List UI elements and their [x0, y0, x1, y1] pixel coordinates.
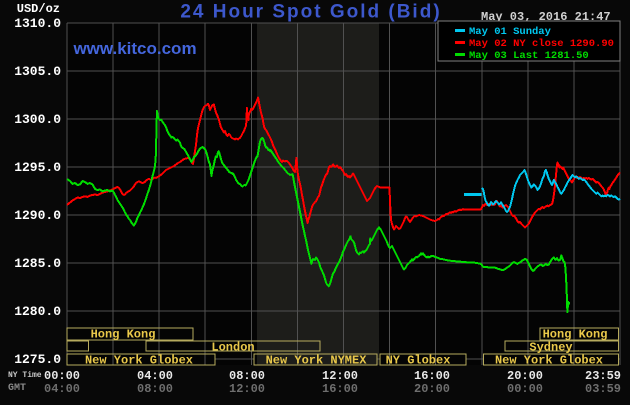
svg-text:03:59: 03:59	[585, 382, 621, 396]
svg-text:16:00: 16:00	[322, 382, 358, 396]
svg-text:1300.0: 1300.0	[14, 112, 61, 127]
svg-text:USD/oz: USD/oz	[17, 2, 60, 16]
svg-text:24 Hour Spot Gold (Bid): 24 Hour Spot Gold (Bid)	[180, 2, 441, 23]
svg-text:May 03 Last 1281.50: May 03 Last 1281.50	[469, 50, 589, 62]
svg-text:1310.0: 1310.0	[14, 16, 61, 31]
svg-text:23:59: 23:59	[585, 369, 621, 383]
svg-text:16:00: 16:00	[414, 369, 450, 383]
svg-text:1280.0: 1280.0	[14, 304, 61, 319]
svg-text:08:00: 08:00	[137, 382, 173, 396]
svg-text:20:00: 20:00	[507, 369, 543, 383]
svg-text:1285.0: 1285.0	[14, 256, 61, 271]
svg-text:New York Globex: New York Globex	[85, 354, 193, 368]
svg-text:GMT: GMT	[8, 383, 26, 394]
svg-text:20:00: 20:00	[414, 382, 450, 396]
svg-text:Hong Kong: Hong Kong	[91, 328, 156, 342]
svg-text:Sydney: Sydney	[529, 341, 572, 355]
svg-text:New York Globex: New York Globex	[495, 354, 603, 368]
svg-text:New York NYMEX: New York NYMEX	[266, 354, 368, 368]
svg-text:NY Time: NY Time	[8, 371, 42, 380]
svg-text:08:00: 08:00	[229, 369, 265, 383]
svg-text:www.kitco.com: www.kitco.com	[72, 39, 196, 58]
svg-text:04:00: 04:00	[44, 382, 80, 396]
svg-text:May 01 Sunday: May 01 Sunday	[469, 26, 552, 38]
svg-text:00:00: 00:00	[44, 369, 80, 383]
svg-text:1295.0: 1295.0	[14, 160, 61, 175]
svg-text:12:00: 12:00	[229, 382, 265, 396]
svg-text:12:00: 12:00	[322, 369, 358, 383]
svg-text:1290.0: 1290.0	[14, 208, 61, 223]
svg-text:London: London	[211, 341, 254, 355]
svg-text:Hong Kong: Hong Kong	[543, 328, 608, 342]
svg-text:04:00: 04:00	[137, 369, 173, 383]
svg-text:1275.0: 1275.0	[14, 352, 61, 367]
svg-text:00:00: 00:00	[507, 382, 543, 396]
svg-text:May 02 NY close 1290.90: May 02 NY close 1290.90	[469, 38, 614, 50]
svg-text:NY Globex: NY Globex	[386, 354, 451, 368]
svg-text:1305.0: 1305.0	[14, 64, 61, 79]
